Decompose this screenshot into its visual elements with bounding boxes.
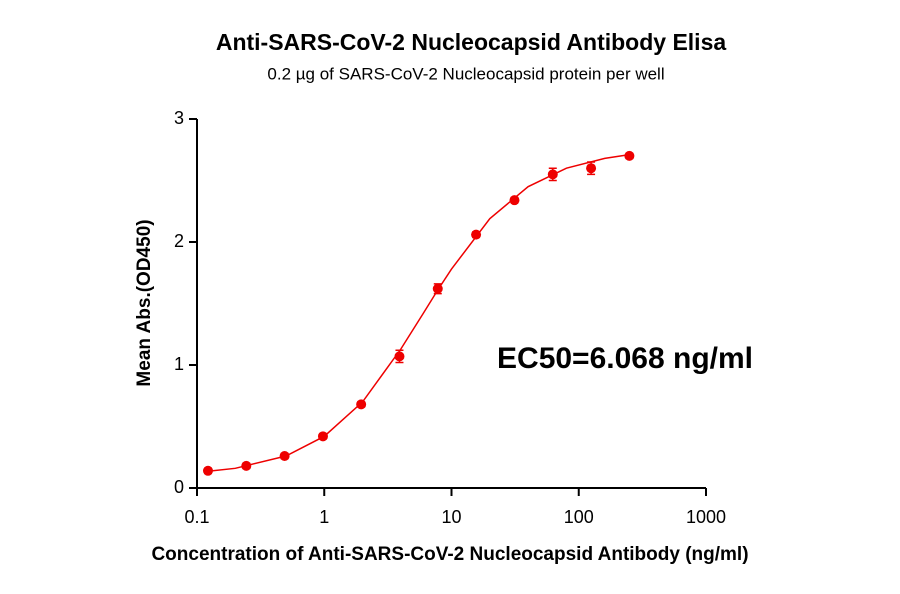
x-tick-label: 1 [319, 507, 329, 527]
y-tick-label: 2 [174, 231, 184, 251]
data-point [432, 283, 443, 294]
x-tick-label: 10 [441, 507, 461, 527]
x-tick-label: 1000 [686, 507, 726, 527]
y-tick-label: 3 [174, 108, 184, 128]
y-axis-label: Mean Abs.(OD450) [134, 219, 155, 386]
data-point [356, 399, 367, 410]
x-tick-label: 100 [564, 507, 594, 527]
data-point [547, 169, 558, 180]
y-tick-label: 0 [174, 477, 184, 497]
data-point [241, 460, 252, 471]
fit-curve [206, 153, 630, 473]
x-axis-label: Concentration of Anti-SARS-CoV-2 Nucleoc… [151, 544, 748, 565]
data-point [471, 229, 482, 240]
x-tick-label: 0.1 [184, 507, 209, 527]
data-point [279, 451, 290, 462]
data-point [586, 163, 597, 174]
data-point [317, 431, 328, 442]
data-point [624, 150, 635, 161]
data-point [202, 465, 213, 476]
chart-title: Anti-SARS-CoV-2 Nucleocapsid Antibody El… [216, 29, 727, 55]
data-point [509, 195, 520, 206]
data-point [394, 351, 405, 362]
chart-subtitle: 0.2 µg of SARS-CoV-2 Nucleocapsid protei… [267, 64, 664, 83]
y-tick-label: 1 [174, 354, 184, 374]
annotation: EC50=6.068 ng/ml [497, 342, 753, 375]
